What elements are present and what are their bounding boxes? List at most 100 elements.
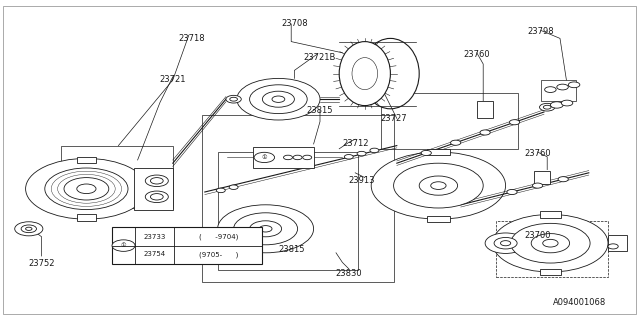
Circle shape [216, 188, 225, 193]
Circle shape [507, 189, 517, 195]
Circle shape [485, 233, 526, 253]
Text: 23815: 23815 [278, 245, 305, 254]
Circle shape [250, 85, 307, 114]
Text: 23733: 23733 [143, 234, 165, 240]
Bar [427, 149, 450, 155]
Bar [608, 235, 627, 251]
Text: 23752: 23752 [28, 260, 55, 268]
Circle shape [531, 234, 570, 253]
Text: 23760: 23760 [524, 149, 551, 158]
Circle shape [64, 178, 109, 200]
Circle shape [254, 152, 275, 163]
Circle shape [284, 155, 292, 160]
Circle shape [226, 95, 241, 103]
Text: 23754: 23754 [143, 252, 165, 257]
Circle shape [150, 178, 163, 184]
Circle shape [419, 176, 458, 195]
Circle shape [558, 177, 568, 182]
Circle shape [540, 103, 555, 111]
Ellipse shape [339, 42, 390, 106]
Circle shape [145, 191, 168, 203]
Circle shape [26, 158, 147, 219]
Circle shape [509, 120, 520, 125]
Circle shape [303, 155, 312, 160]
Text: (9705-      ): (9705- ) [198, 251, 238, 258]
Circle shape [250, 221, 282, 237]
Circle shape [259, 226, 272, 232]
Text: A094001068: A094001068 [552, 298, 606, 307]
Circle shape [561, 100, 573, 106]
Circle shape [15, 222, 43, 236]
Circle shape [150, 194, 163, 200]
Circle shape [45, 168, 128, 210]
Text: 23721: 23721 [159, 76, 186, 84]
Text: ①: ① [262, 155, 267, 160]
Circle shape [568, 82, 580, 88]
Circle shape [421, 150, 431, 156]
Bar [61, 146, 173, 208]
Ellipse shape [352, 58, 378, 90]
Circle shape [371, 152, 506, 219]
Circle shape [431, 182, 446, 189]
Text: 23721B: 23721B [304, 53, 336, 62]
Bar [540, 269, 561, 275]
Circle shape [608, 244, 618, 249]
Bar [112, 227, 262, 264]
Bar [134, 168, 173, 210]
Circle shape [262, 91, 294, 107]
Circle shape [237, 78, 320, 120]
Circle shape [112, 240, 135, 252]
Circle shape [229, 185, 238, 189]
Circle shape [77, 184, 96, 194]
Bar [477, 101, 493, 118]
Text: 23830: 23830 [335, 269, 362, 278]
Text: 23718: 23718 [179, 34, 205, 43]
Circle shape [145, 175, 168, 187]
Text: 23798: 23798 [527, 28, 554, 36]
Circle shape [480, 130, 490, 135]
Circle shape [532, 183, 543, 188]
Circle shape [293, 155, 302, 160]
Bar [534, 171, 550, 184]
Circle shape [493, 214, 608, 272]
Bar [218, 152, 358, 270]
Bar [77, 157, 96, 163]
Circle shape [550, 102, 563, 108]
Circle shape [218, 205, 314, 253]
Bar [77, 214, 96, 221]
Circle shape [494, 237, 517, 249]
Ellipse shape [362, 38, 419, 109]
Circle shape [557, 84, 568, 90]
Circle shape [370, 148, 379, 153]
Circle shape [230, 97, 237, 101]
Circle shape [500, 241, 511, 246]
Circle shape [511, 223, 590, 263]
Bar [496, 221, 608, 277]
Circle shape [451, 140, 461, 145]
Circle shape [234, 213, 298, 245]
Text: ①: ① [121, 243, 126, 248]
Circle shape [543, 105, 551, 109]
Bar [427, 216, 450, 222]
Text: 23708: 23708 [281, 20, 308, 28]
Bar [253, 147, 314, 168]
Bar [540, 211, 561, 218]
Text: 23913: 23913 [348, 176, 375, 185]
Circle shape [21, 225, 36, 233]
Text: 23727: 23727 [380, 114, 407, 123]
Circle shape [394, 163, 483, 208]
Bar [202, 115, 394, 282]
Bar [541, 80, 576, 101]
Bar [381, 93, 518, 149]
Circle shape [26, 227, 32, 230]
Text: 23700: 23700 [524, 231, 551, 240]
Text: 23712: 23712 [342, 140, 369, 148]
Circle shape [545, 87, 556, 92]
Circle shape [357, 151, 366, 156]
Text: 23815: 23815 [307, 106, 333, 115]
Text: 23760: 23760 [463, 50, 490, 59]
Text: (      -9704): ( -9704) [198, 234, 238, 240]
Circle shape [272, 96, 285, 102]
Circle shape [344, 155, 353, 159]
Circle shape [543, 239, 558, 247]
